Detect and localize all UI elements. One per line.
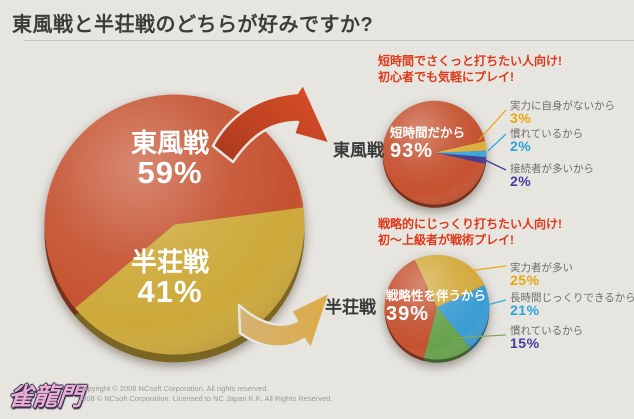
headline-line: 初〜上級者が戦術プレイ! xyxy=(378,233,514,247)
legend-percent: 2% xyxy=(510,173,532,189)
janryumon-logo: 雀龍門 xyxy=(6,382,85,411)
legend-label: 接続者が多いから xyxy=(510,163,594,175)
pie-gloss xyxy=(382,100,487,205)
legend-label: 慣れているから xyxy=(510,128,584,140)
hanchan-pie-chart xyxy=(384,254,490,363)
legend-label: 実力に自身がないから xyxy=(510,100,615,112)
slice-percent: 39% xyxy=(386,303,430,325)
slice-label: 短時間だから xyxy=(390,126,466,140)
legend-label: 実力者が多い xyxy=(510,262,573,274)
legend-label: 慣れているから xyxy=(510,325,584,337)
tonpuusen-pie-chart xyxy=(382,100,487,208)
slice-label: 半荘戦 xyxy=(130,247,209,277)
headline-line: 短時間でさくっと打ちたい人向け! xyxy=(378,54,562,68)
arrow-target-label-tonpuusen: 東風戦 xyxy=(333,141,384,160)
section-headline-hanchan: 戦略的にじっくり打ちたい人向け! 初〜上級者が戦術プレイ! xyxy=(378,216,562,248)
slice-percent: 59% xyxy=(137,155,203,191)
title-divider xyxy=(24,40,634,41)
copyright-line-1: Copyright © 2008 NCsoft Corporation. All… xyxy=(78,384,269,393)
legend-percent: 21% xyxy=(510,302,540,318)
headline-line: 初心者でも気軽にプレイ! xyxy=(378,70,514,84)
main-pie-label-hanchan: 半荘戦 41% xyxy=(95,247,245,310)
legend-label: 長時間じっくりできるから xyxy=(510,292,634,304)
hanchan-pie-main-label: 戦略性を伴うから 39% xyxy=(386,289,486,325)
arrow-target-label-hanchan: 半荘戦 xyxy=(325,298,376,317)
pie-gloss xyxy=(384,254,490,360)
legend-percent: 25% xyxy=(510,272,540,288)
section-headline-tonpuusen: 短時間でさくっと打ちたい人向け! 初心者でも気軽にプレイ! xyxy=(378,53,562,85)
tonpuusen-pie-main-label: 短時間だから 93% xyxy=(390,126,465,162)
page-title: 東風戦と半荘戦のどちらが好みですか? xyxy=(12,14,374,36)
legend-percent: 15% xyxy=(510,335,540,351)
slice-percent: 41% xyxy=(137,274,203,310)
slice-percent: 93% xyxy=(390,140,434,162)
main-pie-label-tonpuusen: 東風戦 59% xyxy=(95,128,245,191)
slice-label: 東風戦 xyxy=(130,128,209,158)
leader-line xyxy=(487,133,507,152)
legend-percent: 3% xyxy=(510,110,532,126)
copyright-line-2: 2008 © NCsoft Corporation. Licensed to N… xyxy=(78,394,333,403)
slice-label: 戦略性を伴うから xyxy=(386,289,487,303)
legend-percent: 2% xyxy=(510,138,532,154)
headline-line: 戦略的にじっくり打ちたい人向け! xyxy=(378,217,562,231)
